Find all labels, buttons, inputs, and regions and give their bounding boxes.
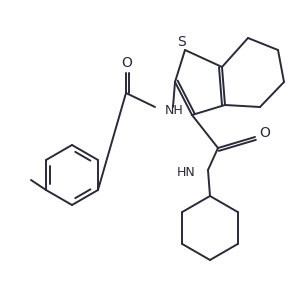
Text: O: O [259,126,270,140]
Text: NH: NH [165,104,184,117]
Text: S: S [177,35,185,49]
Text: HN: HN [177,166,196,180]
Text: O: O [122,56,132,70]
